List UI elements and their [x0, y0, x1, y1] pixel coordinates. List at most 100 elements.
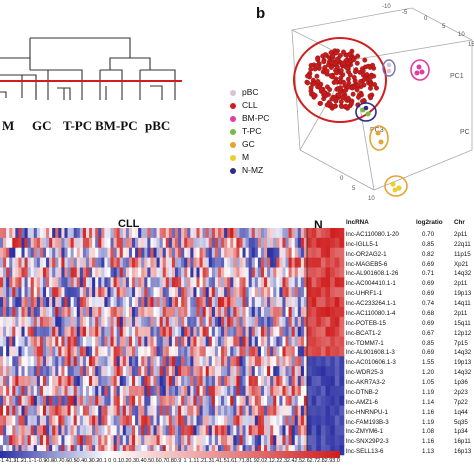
heatmap-cell — [122, 257, 127, 268]
heatmap-cell — [279, 247, 283, 258]
heatmap-cell — [217, 435, 222, 446]
gc-point — [378, 139, 384, 145]
heatmap-cell — [245, 405, 249, 416]
heatmap-cell — [316, 237, 322, 249]
heatmap-cell — [52, 346, 56, 357]
heatmap-cell — [224, 425, 228, 436]
tick-label-2: 0 — [424, 16, 428, 22]
heatmap-cell — [178, 366, 182, 377]
heatmap-cell — [184, 435, 188, 446]
heatmap-cell — [171, 346, 176, 357]
heatmap-cell — [64, 306, 68, 318]
heatmap-cell — [291, 415, 296, 426]
heatmap-cell — [135, 326, 139, 337]
heatmap-cell — [150, 445, 154, 456]
heatmap-cell — [320, 237, 326, 249]
heatmap-cell — [162, 228, 167, 239]
heatmap-cell — [147, 247, 151, 258]
legend-swatch-pbc — [230, 89, 236, 96]
heatmap-cell — [224, 376, 228, 387]
heatmap-cell — [67, 346, 71, 357]
heatmap-cell — [128, 287, 133, 298]
heatmap-cell — [147, 435, 151, 446]
heatmap-cell — [276, 356, 280, 367]
heatmap-cell — [187, 376, 191, 387]
heatmap-cell — [21, 287, 25, 298]
heatmap-cell — [193, 376, 197, 387]
heatmap-cell — [101, 257, 105, 268]
heatmap-cell — [208, 356, 213, 367]
heatmap-cell — [236, 385, 240, 397]
lncrna-name: lnc-AC233264.1-1 — [346, 300, 396, 308]
heatmap-cell — [339, 356, 345, 367]
heatmap-cell — [156, 237, 160, 249]
heatmap-cell — [294, 257, 299, 268]
heatmap-cell — [224, 415, 228, 426]
heatmap-cell — [190, 277, 194, 288]
scale-tick-label: 0.8 — [166, 458, 174, 464]
heatmap-cell — [52, 297, 56, 308]
heatmap-cell — [239, 376, 243, 387]
heatmap-cell — [6, 257, 10, 268]
heatmap-cell — [3, 306, 7, 318]
heatmap-cell — [316, 306, 322, 318]
heatmap-cell — [128, 366, 133, 377]
heatmap-title-cll: CLL — [118, 218, 140, 230]
heatmap-cell — [168, 336, 173, 347]
scale-tick-label: -0.6 — [59, 458, 70, 464]
heatmap-cell — [125, 415, 130, 426]
heatmap-cell — [110, 376, 114, 387]
heatmap-cell — [279, 316, 283, 327]
heatmap-cell — [248, 405, 253, 416]
heatmap-cell — [76, 415, 81, 426]
heatmap-cell — [282, 445, 286, 456]
heatmap-cell — [89, 435, 93, 446]
heatmap-cell — [168, 425, 173, 436]
heatmap-cell — [128, 237, 133, 249]
heatmap-cell — [270, 356, 274, 367]
heatmap-cell — [9, 415, 13, 426]
heatmap-cell — [79, 405, 84, 416]
heatmap-cell — [260, 316, 265, 327]
heatmap-cell — [92, 385, 96, 397]
heatmap-cell — [3, 425, 7, 436]
heatmap-cell — [101, 435, 105, 446]
heatmap-cell — [138, 395, 142, 406]
heatmap-cell — [76, 247, 81, 258]
heatmap-cell — [282, 425, 286, 436]
heatmap-cell — [156, 247, 160, 258]
heatmap-cell — [320, 385, 326, 397]
heatmap-cell — [82, 237, 87, 249]
heatmap-cell — [303, 326, 308, 337]
heatmap-cell — [92, 247, 96, 258]
heatmap-cell — [42, 405, 47, 416]
heatmap-cell — [9, 257, 13, 268]
heatmap-cell — [297, 435, 302, 446]
heatmap-cell — [279, 306, 283, 318]
heatmap-cell — [227, 228, 231, 239]
heatmap-cell — [3, 277, 7, 288]
heatmap-cell — [334, 385, 340, 397]
heatmap-cell — [132, 385, 136, 397]
heatmap-cell — [159, 267, 164, 278]
heatmap-cell — [205, 237, 210, 249]
log2ratio-value: 0.74 — [422, 300, 435, 308]
legend-swatch-cll — [230, 102, 236, 109]
heatmap-cell — [141, 287, 145, 298]
heatmap-cell — [270, 297, 274, 308]
heatmap-cell — [279, 297, 283, 308]
heatmap-cell — [184, 385, 188, 397]
heatmap-cell — [330, 356, 336, 367]
heatmap-cell — [254, 346, 259, 357]
heatmap-cell — [224, 405, 228, 416]
scale-tick-label: 1 — [183, 458, 187, 464]
heatmap-cell — [282, 435, 286, 446]
heatmap-cell — [122, 415, 127, 426]
heatmap-cell — [24, 237, 28, 249]
heatmap-cell — [291, 257, 296, 268]
log2ratio-value: 0.69 — [422, 280, 435, 288]
log2ratio-value: 1.16 — [422, 438, 435, 446]
heatmap-cell — [205, 287, 210, 298]
heatmap-cell — [153, 395, 157, 406]
heatmap-cell — [267, 346, 271, 357]
